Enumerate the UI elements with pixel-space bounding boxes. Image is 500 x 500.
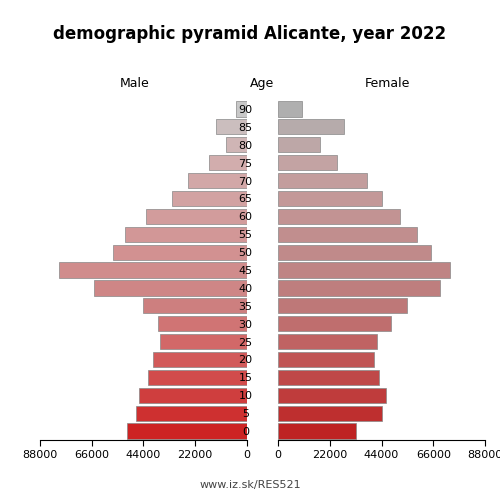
- Bar: [148, 370, 247, 385]
- Bar: [136, 406, 247, 421]
- Bar: [127, 424, 247, 438]
- Bar: [278, 280, 440, 295]
- Bar: [278, 102, 301, 116]
- Bar: [160, 334, 247, 349]
- Bar: [278, 298, 407, 314]
- Bar: [278, 352, 374, 367]
- Text: Male: Male: [120, 77, 150, 90]
- Bar: [278, 262, 450, 278]
- Bar: [278, 244, 431, 260]
- Bar: [278, 334, 377, 349]
- Bar: [216, 119, 247, 134]
- Bar: [210, 155, 247, 170]
- Bar: [236, 102, 247, 116]
- Bar: [278, 406, 382, 421]
- Bar: [139, 388, 247, 403]
- Bar: [144, 298, 247, 314]
- Bar: [278, 226, 417, 242]
- Bar: [278, 208, 400, 224]
- Bar: [188, 173, 247, 188]
- Bar: [278, 370, 379, 385]
- Bar: [278, 155, 337, 170]
- Bar: [113, 244, 247, 260]
- Bar: [278, 424, 355, 438]
- Bar: [124, 226, 247, 242]
- Text: Age: Age: [250, 77, 274, 90]
- Bar: [278, 191, 382, 206]
- Bar: [278, 316, 391, 332]
- Bar: [278, 119, 344, 134]
- Bar: [278, 388, 386, 403]
- Bar: [153, 352, 247, 367]
- Bar: [94, 280, 247, 295]
- Text: www.iz.sk/RES521: www.iz.sk/RES521: [199, 480, 301, 490]
- Text: demographic pyramid Alicante, year 2022: demographic pyramid Alicante, year 2022: [54, 25, 446, 43]
- Bar: [278, 173, 368, 188]
- Bar: [158, 316, 247, 332]
- Bar: [59, 262, 247, 278]
- Text: Female: Female: [365, 77, 410, 90]
- Bar: [172, 191, 247, 206]
- Bar: [226, 137, 247, 152]
- Bar: [146, 208, 247, 224]
- Bar: [278, 137, 320, 152]
